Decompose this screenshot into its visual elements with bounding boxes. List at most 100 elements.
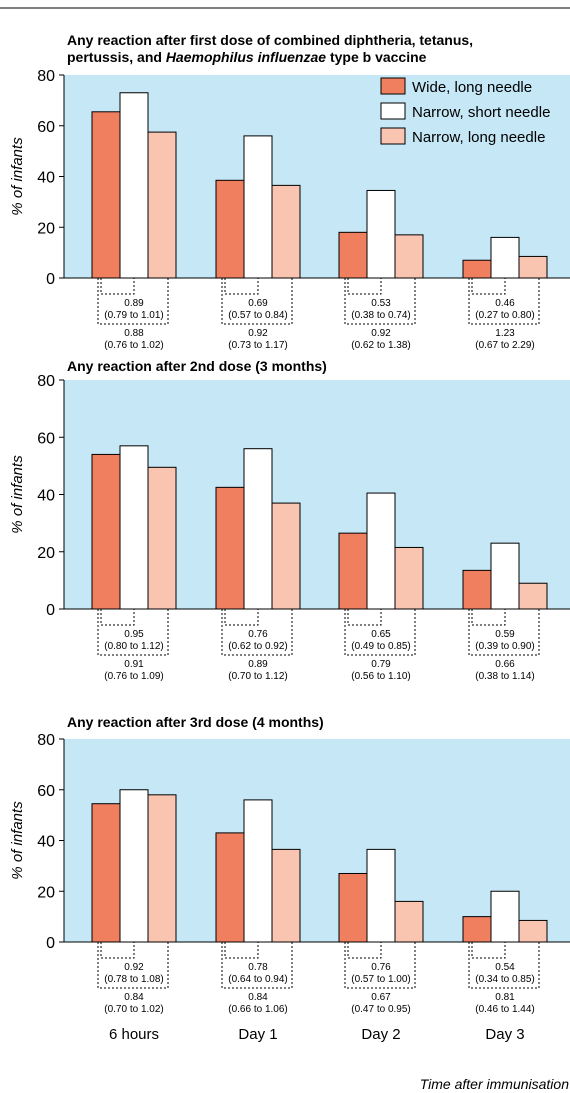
ci-outer: (0.46 to 1.44) <box>475 1004 534 1015</box>
outer-bracket <box>468 942 540 989</box>
inner-bracket <box>471 278 506 295</box>
ci-outer: (0.76 to 1.02) <box>104 340 163 351</box>
y-tick-label: 60 <box>37 430 55 447</box>
ratio-outer: 0.79 <box>371 659 391 670</box>
outer-bracket <box>221 278 293 325</box>
inner-bracket <box>347 942 382 959</box>
ratio-outer: 0.81 <box>495 992 515 1003</box>
outer-bracket <box>97 278 169 325</box>
x-category-label: 6 hours <box>109 1026 159 1043</box>
bar-3-1 <box>147 131 177 279</box>
bar-3-4 <box>518 582 548 610</box>
inner-bracket <box>224 609 259 626</box>
bar-2-1 <box>119 92 149 279</box>
y-tick-label: 0 <box>46 271 55 288</box>
bar-1-4 <box>462 259 492 279</box>
bar-3-3 <box>394 234 424 279</box>
y-axis-label: % of infants <box>9 137 26 216</box>
bar-3-2 <box>271 184 301 279</box>
ratio-outer: 0.84 <box>248 992 268 1003</box>
inner-bracket <box>100 942 135 959</box>
ratio-inner: 0.46 <box>495 298 515 309</box>
ratio-outer: 1.23 <box>495 328 515 339</box>
ci-outer: (0.70 to 1.02) <box>104 1004 163 1015</box>
outer-bracket <box>344 609 416 656</box>
bar-2-3 <box>366 492 396 610</box>
legend-swatch <box>380 102 406 120</box>
bar-1-2 <box>215 179 245 279</box>
bar-1-1 <box>91 453 121 610</box>
y-tick-label: 80 <box>37 732 55 749</box>
ci-inner: (0.49 to 0.85) <box>351 641 410 652</box>
inner-bracket <box>347 278 382 295</box>
y-tick-label: 60 <box>37 783 55 800</box>
bar-1-4 <box>462 569 492 610</box>
bar-3-1 <box>147 794 177 943</box>
ratio-outer: 0.92 <box>248 328 268 339</box>
inner-bracket <box>100 609 135 626</box>
bar-2-2 <box>243 799 273 943</box>
bar-2-3 <box>366 848 396 943</box>
ratio-inner: 0.78 <box>248 962 268 973</box>
ci-outer: (0.56 to 1.10) <box>351 671 410 682</box>
bar-2-1 <box>119 445 149 610</box>
x-category-label: Day 2 <box>361 1026 400 1043</box>
y-tick-label: 40 <box>37 488 55 505</box>
panel-title: Any reaction after 3rd dose (4 months) <box>67 714 324 730</box>
bar-3-3 <box>394 900 424 943</box>
ci-inner: (0.39 to 0.90) <box>475 641 534 652</box>
bar-2-4 <box>490 542 520 610</box>
ci-inner: (0.79 to 1.01) <box>104 310 163 321</box>
outer-bracket <box>97 942 169 989</box>
bar-3-3 <box>394 546 424 610</box>
ci-inner: (0.80 to 1.12) <box>104 641 163 652</box>
ci-outer: (0.47 to 0.95) <box>351 1004 410 1015</box>
ratio-outer: 0.84 <box>124 992 144 1003</box>
panel-title: Any reaction after first dose of combine… <box>67 32 473 48</box>
ci-outer: (0.76 to 1.09) <box>104 671 163 682</box>
bar-3-2 <box>271 848 301 943</box>
bar-1-3 <box>338 231 368 279</box>
panel-1: Any reaction after first dose of combine… <box>9 32 570 351</box>
ratio-inner: 0.69 <box>248 298 268 309</box>
ci-outer: (0.73 to 1.17) <box>228 340 287 351</box>
bar-1-4 <box>462 916 492 943</box>
ratio-inner: 0.53 <box>371 298 391 309</box>
y-tick-label: 40 <box>37 170 55 187</box>
title-span: Any reaction after first dose of combine… <box>67 32 473 48</box>
x-category-label: Day 3 <box>485 1026 524 1043</box>
y-tick-label: 20 <box>37 220 55 237</box>
y-tick-label: 20 <box>37 884 55 901</box>
ci-outer: (0.70 to 1.12) <box>228 671 287 682</box>
inner-bracket <box>224 942 259 959</box>
outer-bracket <box>97 609 169 656</box>
ci-inner: (0.64 to 0.94) <box>228 974 287 985</box>
y-axis-label: % of infants <box>9 801 26 880</box>
ci-outer: (0.67 to 2.29) <box>475 340 534 351</box>
bar-3-4 <box>518 255 548 279</box>
ci-inner: (0.78 to 1.08) <box>104 974 163 985</box>
ci-inner: (0.34 to 0.85) <box>475 974 534 985</box>
inner-bracket <box>347 609 382 626</box>
bar-2-1 <box>119 789 149 943</box>
bar-2-3 <box>366 189 396 279</box>
bar-3-1 <box>147 466 177 610</box>
bar-1-3 <box>338 532 368 610</box>
title-span: pertussis, and <box>67 49 166 65</box>
legend-swatch <box>380 127 406 145</box>
panel-title: Any reaction after 2nd dose (3 months) <box>67 358 327 374</box>
ratio-outer: 0.89 <box>248 659 268 670</box>
ratio-outer: 0.91 <box>124 659 144 670</box>
legend-label: Narrow, short needle <box>412 104 550 121</box>
bar-3-4 <box>518 919 548 943</box>
inner-bracket <box>100 278 135 295</box>
ci-inner: (0.57 to 0.84) <box>228 310 287 321</box>
panel-3: Any reaction after 3rd dose (4 months) 0 2… <box>9 714 570 1015</box>
y-tick-label: 0 <box>46 602 55 619</box>
legend-label: Narrow, long needle <box>412 129 545 146</box>
ci-outer: (0.62 to 1.38) <box>351 340 410 351</box>
outer-bracket <box>344 278 416 325</box>
ratio-inner: 0.92 <box>124 962 144 973</box>
bar-2-2 <box>243 448 273 610</box>
title-span: Any reaction after 3rd dose (4 months) <box>67 714 324 730</box>
